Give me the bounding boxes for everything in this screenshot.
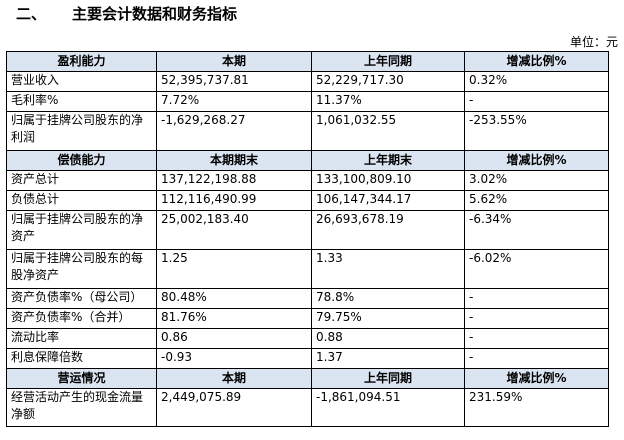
section-number: 二、 xyxy=(16,5,47,23)
row-label: 资产负债率%（母公司） xyxy=(6,288,157,309)
column-header: 增减比例% xyxy=(464,368,609,389)
column-header: 上年同期 xyxy=(311,368,465,389)
table-cell: 3.02% xyxy=(464,170,609,191)
table-cell: 0.88 xyxy=(311,328,465,349)
row-label: 归属于挂牌公司股东的每股净资产 xyxy=(6,249,157,289)
table-cell: 1,061,032.55 xyxy=(311,111,465,151)
table-header-row-operations: 营运情况 本期 上年同期 增减比例% xyxy=(6,368,609,389)
table-cell: 112,116,490.99 xyxy=(156,190,312,211)
table-row: 营业收入 52,395,737.81 52,229,717.30 0.32% xyxy=(6,71,609,92)
table-cell: 133,100,809.10 xyxy=(311,170,465,191)
row-label: 经营活动产生的现金流量净额 xyxy=(6,388,157,427)
table-row: 经营活动产生的现金流量净额 2,449,075.89 -1,861,094.51… xyxy=(6,388,609,427)
table-cell: - xyxy=(464,328,609,349)
table-cell: 1.37 xyxy=(311,348,465,369)
section-heading: 二、 主要会计数据和财务指标 xyxy=(16,4,237,24)
section-title: 主要会计数据和财务指标 xyxy=(72,5,238,23)
table-cell: 25,002,183.40 xyxy=(156,210,312,250)
table-cell: -1,629,268.27 xyxy=(156,111,312,151)
table-cell: 78.8% xyxy=(311,288,465,309)
table-row: 归属于挂牌公司股东的每股净资产 1.25 1.33 -6.02% xyxy=(6,249,609,289)
table-cell: - xyxy=(464,91,609,112)
table-cell: -1,861,094.51 xyxy=(311,388,465,427)
table-cell: 7.72% xyxy=(156,91,312,112)
table-row: 资产负债率%（合并） 81.76% 79.75% - xyxy=(6,308,609,329)
table-cell: 0.86 xyxy=(156,328,312,349)
row-label: 营业收入 xyxy=(6,71,157,92)
unit-label: 单位：元 xyxy=(569,35,618,49)
table-cell: - xyxy=(464,348,609,369)
table-row: 毛利率% 7.72% 11.37% - xyxy=(6,91,609,112)
table-row: 归属于挂牌公司股东的净资产 25,002,183.40 26,693,678.1… xyxy=(6,210,609,250)
row-label: 毛利率% xyxy=(6,91,157,112)
table-cell: 52,395,737.81 xyxy=(156,71,312,92)
row-label: 流动比率 xyxy=(6,328,157,349)
financial-indicators-table: 盈利能力 本期 上年同期 增减比例% 营业收入 52,395,737.81 52… xyxy=(6,51,609,427)
table-header-row-profitability: 盈利能力 本期 上年同期 增减比例% xyxy=(6,51,609,72)
table-cell: 2,449,075.89 xyxy=(156,388,312,427)
table-row: 资产总计 137,122,198.88 133,100,809.10 3.02% xyxy=(6,170,609,191)
table-row: 流动比率 0.86 0.88 - xyxy=(6,328,609,349)
column-header: 营运情况 xyxy=(6,368,157,389)
table-cell: 106,147,344.17 xyxy=(311,190,465,211)
table-cell: -6.02% xyxy=(464,249,609,289)
row-label: 利息保障倍数 xyxy=(6,348,157,369)
table-cell: 1.25 xyxy=(156,249,312,289)
table-row: 资产负债率%（母公司） 80.48% 78.8% - xyxy=(6,288,609,309)
table-cell: 5.62% xyxy=(464,190,609,211)
table-header-row-solvency: 偿债能力 本期期末 上年期末 增减比例% xyxy=(6,150,609,171)
table-cell: -253.55% xyxy=(464,111,609,151)
row-label: 归属于挂牌公司股东的净资产 xyxy=(6,210,157,250)
table-cell: - xyxy=(464,288,609,309)
column-header: 盈利能力 xyxy=(6,51,157,72)
table-row: 归属于挂牌公司股东的净利润 -1,629,268.27 1,061,032.55… xyxy=(6,111,609,151)
column-header: 本期期末 xyxy=(156,150,312,171)
row-label: 归属于挂牌公司股东的净利润 xyxy=(6,111,157,151)
row-label: 资产负债率%（合并） xyxy=(6,308,157,329)
column-header: 本期 xyxy=(156,51,312,72)
table-cell: 26,693,678.19 xyxy=(311,210,465,250)
table-cell: 137,122,198.88 xyxy=(156,170,312,191)
table-cell: 79.75% xyxy=(311,308,465,329)
column-header: 上年期末 xyxy=(311,150,465,171)
column-header: 偿债能力 xyxy=(6,150,157,171)
column-header: 上年同期 xyxy=(311,51,465,72)
table-cell: 231.59% xyxy=(464,388,609,427)
table-row: 利息保障倍数 -0.93 1.37 - xyxy=(6,348,609,369)
column-header: 本期 xyxy=(156,368,312,389)
column-header: 增减比例% xyxy=(464,150,609,171)
table-cell: 1.33 xyxy=(311,249,465,289)
table-cell: -0.93 xyxy=(156,348,312,369)
table-cell: 11.37% xyxy=(311,91,465,112)
table-cell: -6.34% xyxy=(464,210,609,250)
table-row: 负债总计 112,116,490.99 106,147,344.17 5.62% xyxy=(6,190,609,211)
table-cell: 81.76% xyxy=(156,308,312,329)
row-label: 资产总计 xyxy=(6,170,157,191)
row-label: 负债总计 xyxy=(6,190,157,211)
column-header: 增减比例% xyxy=(464,51,609,72)
table-cell: 0.32% xyxy=(464,71,609,92)
table-cell: - xyxy=(464,308,609,329)
table-cell: 52,229,717.30 xyxy=(311,71,465,92)
table-cell: 80.48% xyxy=(156,288,312,309)
